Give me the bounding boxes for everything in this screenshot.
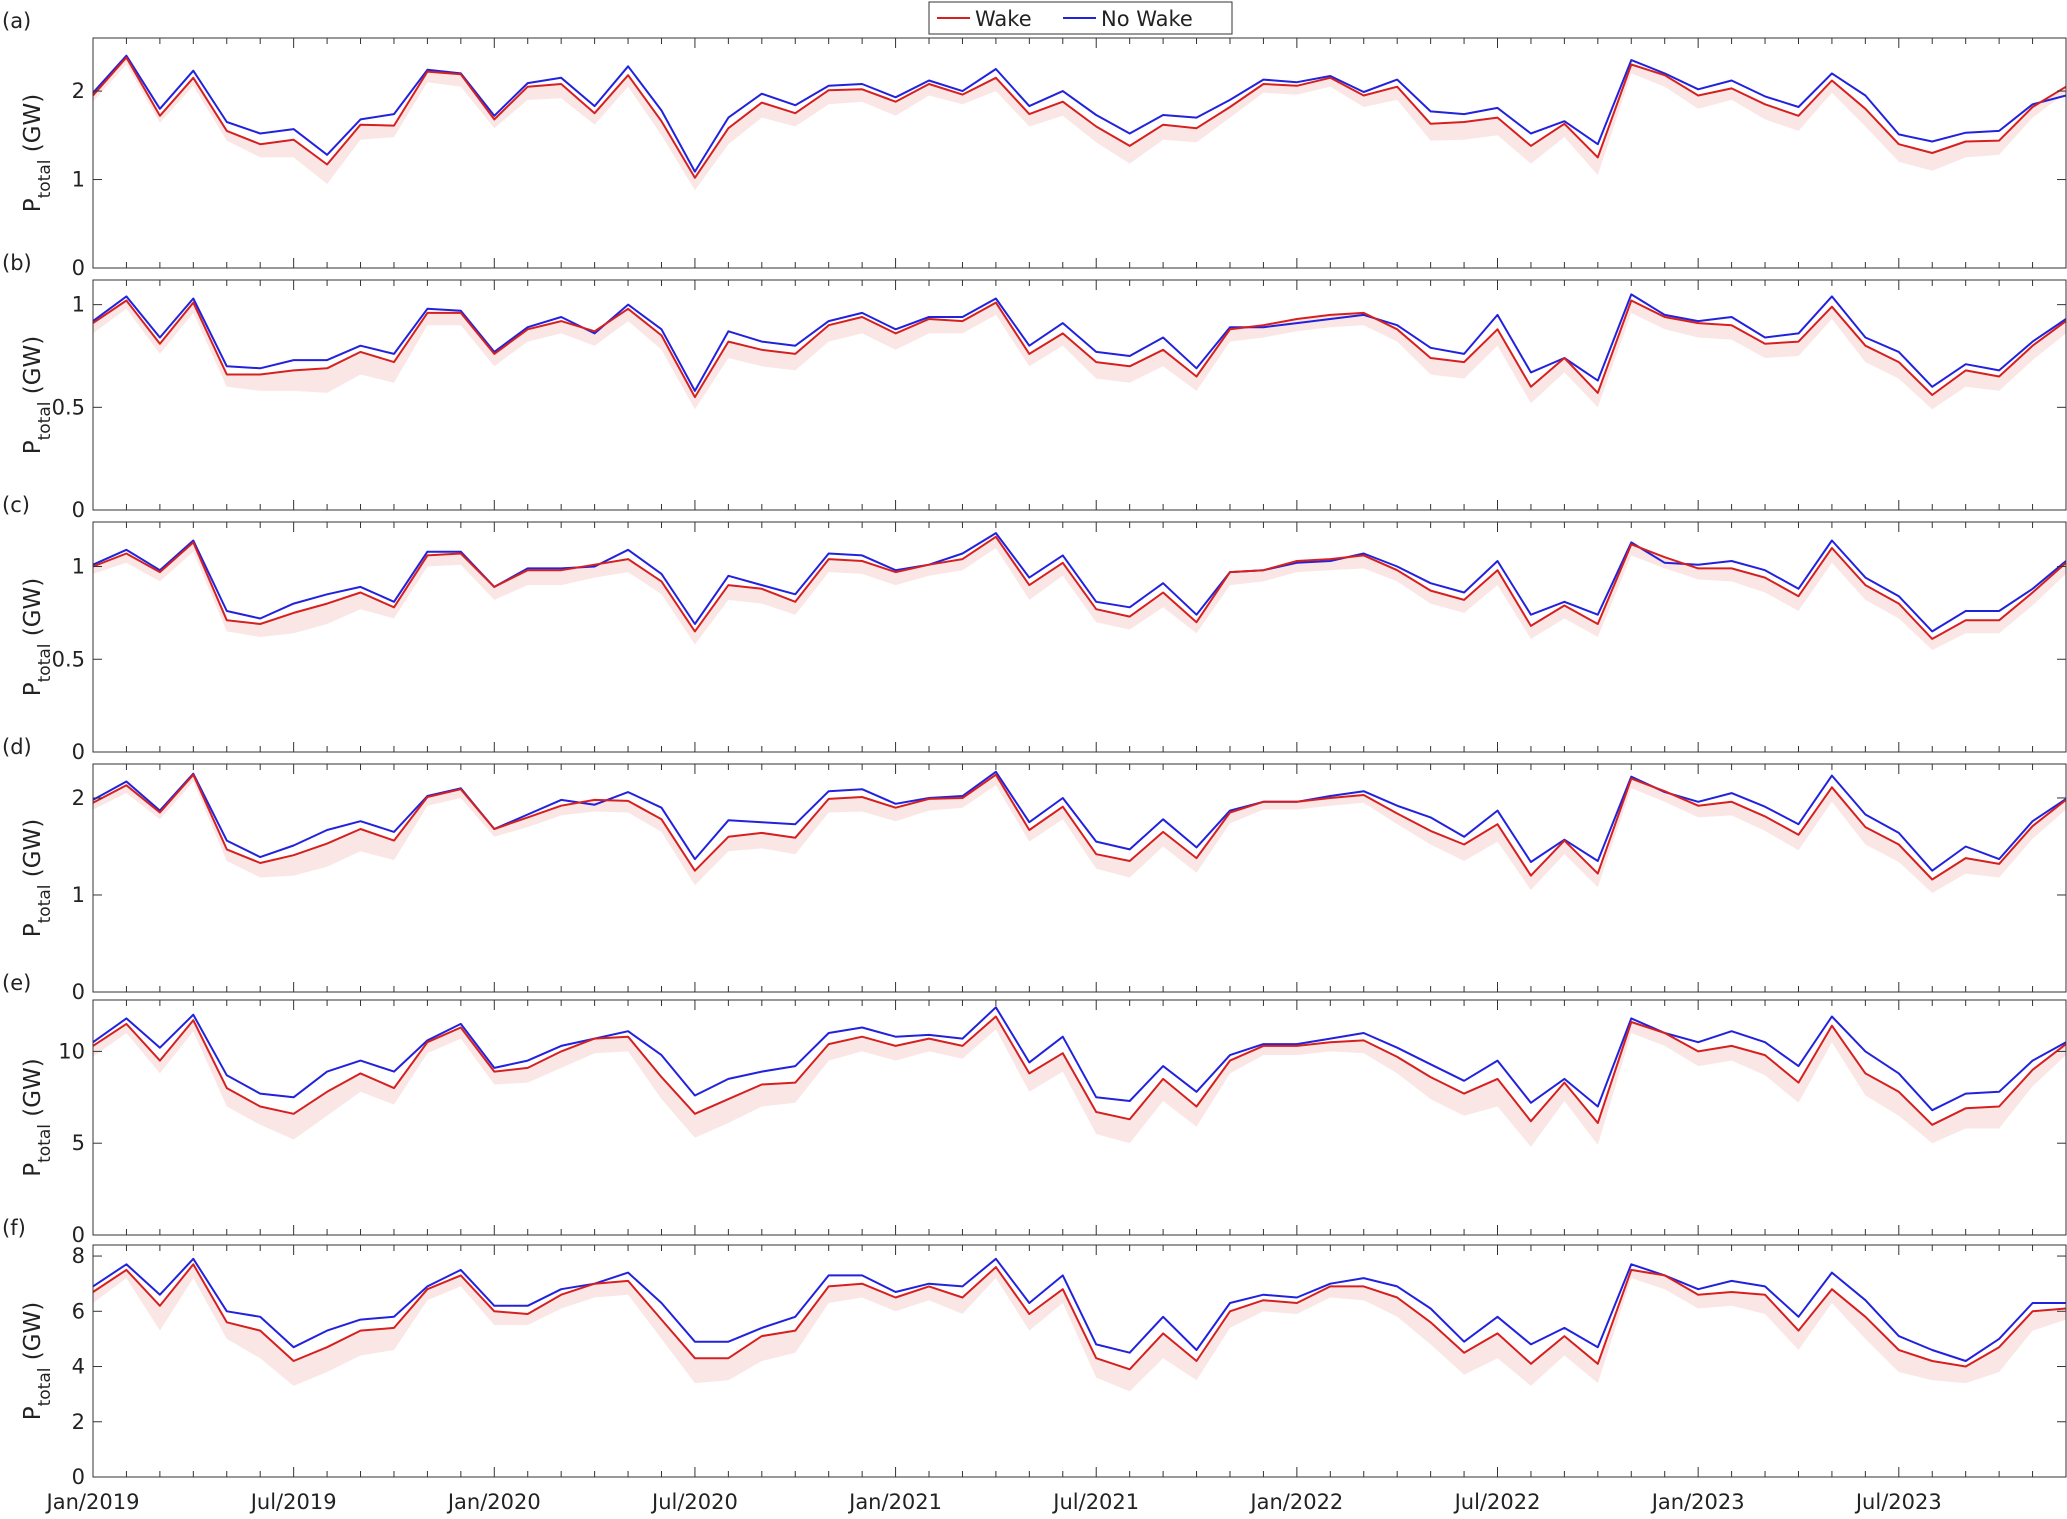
axes-box-e [92,999,2067,1236]
y-tick-label-d: 2 [72,786,85,810]
y-tick-label-f: 8 [72,1244,85,1268]
y-axis-label-d: Ptotal (GW) [20,819,55,938]
chart-panels: 0 1 2 (a) Ptotal (GW) 0 0.5 1 (b) Ptotal (GW) 0 0.5… [2,9,2067,1514]
y-axis-label-f: Ptotal (GW) [20,1302,55,1421]
x-tick-label: Jan/2020 [446,1490,541,1514]
y-tick-label-a: 1 [72,168,85,192]
x-tick-label: Jul/2023 [1854,1490,1942,1514]
wake-uncertainty-band-a [93,57,2066,191]
y-tick-label-a: 2 [72,79,85,103]
y-tick-label-e: 0 [72,1223,85,1247]
axes-box-d [92,763,2067,993]
axes-box-c [92,521,2067,753]
series-line-wake-a [92,56,2067,179]
wake-uncertainty-band-d [93,774,2066,893]
y-tick-label-c: 1 [72,555,85,579]
panel-e: 0 5 10 (e) Ptotal (GW) [2,971,2067,1247]
series-line-no-wake-d [92,770,2067,872]
y-tick-label-f: 2 [72,1410,85,1434]
wake-uncertainty-band-e [93,1016,2066,1147]
x-tick-label: Jul/2019 [249,1490,337,1514]
series-line-no-wake-e [92,1006,2067,1112]
y-axis-label-c: Ptotal (GW) [20,578,55,697]
legend: Wake No Wake [928,1,1233,35]
series-line-wake-e [92,1015,2067,1126]
axes-box-a [92,37,2067,269]
y-tick-label-c: 0 [72,740,85,764]
wake-uncertainty-band-b [93,300,2066,410]
panel-label-f: (f) [2,1216,26,1240]
series-line-no-wake-c [92,532,2067,633]
wake-uncertainty-band-f [93,1264,2066,1392]
panel-label-b: (b) [2,251,32,275]
series-line-no-wake-a [92,54,2067,173]
series-line-no-wake-f [92,1257,2066,1362]
series-line-wake-d [92,773,2067,881]
series-line-wake-f [92,1263,2067,1371]
y-tick-label-f: 0 [72,1465,85,1489]
panel-d: 0 1 2 (d) Ptotal (GW) [2,735,2067,1004]
y-tick-label-c: 0.5 [52,647,85,671]
y-tick-label-f: 4 [72,1355,85,1379]
panel-a: 0 1 2 (a) Ptotal (GW) [2,9,2067,280]
panel-f: 0 2 4 6 8 (f) Ptotal (GW) Jan/2019 Jul/2019 Jan/2… [2,1216,2067,1514]
y-axis-label-a: Ptotal (GW) [20,94,55,213]
series-line-no-wake-b [92,293,2067,392]
x-tick-label: Jan/2019 [45,1490,140,1514]
series-line-wake-c [92,535,2067,640]
axes-box-f [92,1244,2067,1478]
y-tick-label-b: 1 [72,293,85,317]
panel-b: 0 0.5 1 (b) Ptotal (GW) [2,251,2067,522]
panel-label-c: (c) [2,493,30,517]
y-tick-label-b: 0 [72,498,85,522]
x-tick-label: Jul/2021 [1051,1490,1139,1514]
x-tick-label: Jan/2021 [847,1490,942,1514]
y-axis-label-e: Ptotal (GW) [20,1058,55,1177]
series-line-wake-b [92,299,2067,399]
y-tick-label-f: 6 [72,1299,85,1323]
y-tick-label-e: 5 [72,1131,85,1155]
y-tick-label-d: 0 [72,980,85,1004]
legend-label-no-wake: No Wake [1101,7,1193,31]
panel-label-a: (a) [2,9,31,33]
y-tick-label-e: 10 [58,1039,85,1063]
x-tick-label: Jan/2023 [1650,1490,1745,1514]
y-axis-label-b: Ptotal (GW) [20,336,55,455]
panel-label-e: (e) [2,971,31,995]
x-tick-label: Jul/2020 [650,1490,738,1514]
y-tick-label-a: 0 [72,256,85,280]
panel-label-d: (d) [2,735,32,759]
x-tick-label: Jul/2022 [1453,1490,1541,1514]
wake-uncertainty-band-c [93,536,2066,650]
x-tick-label: Jan/2022 [1248,1490,1343,1514]
axes-box-b [92,279,2067,511]
y-tick-label-b: 0.5 [52,395,85,419]
panel-c: 0 0.5 1 (c) Ptotal (GW) [2,493,2067,764]
y-tick-label-d: 1 [72,883,85,907]
legend-label-wake: Wake [975,7,1032,31]
